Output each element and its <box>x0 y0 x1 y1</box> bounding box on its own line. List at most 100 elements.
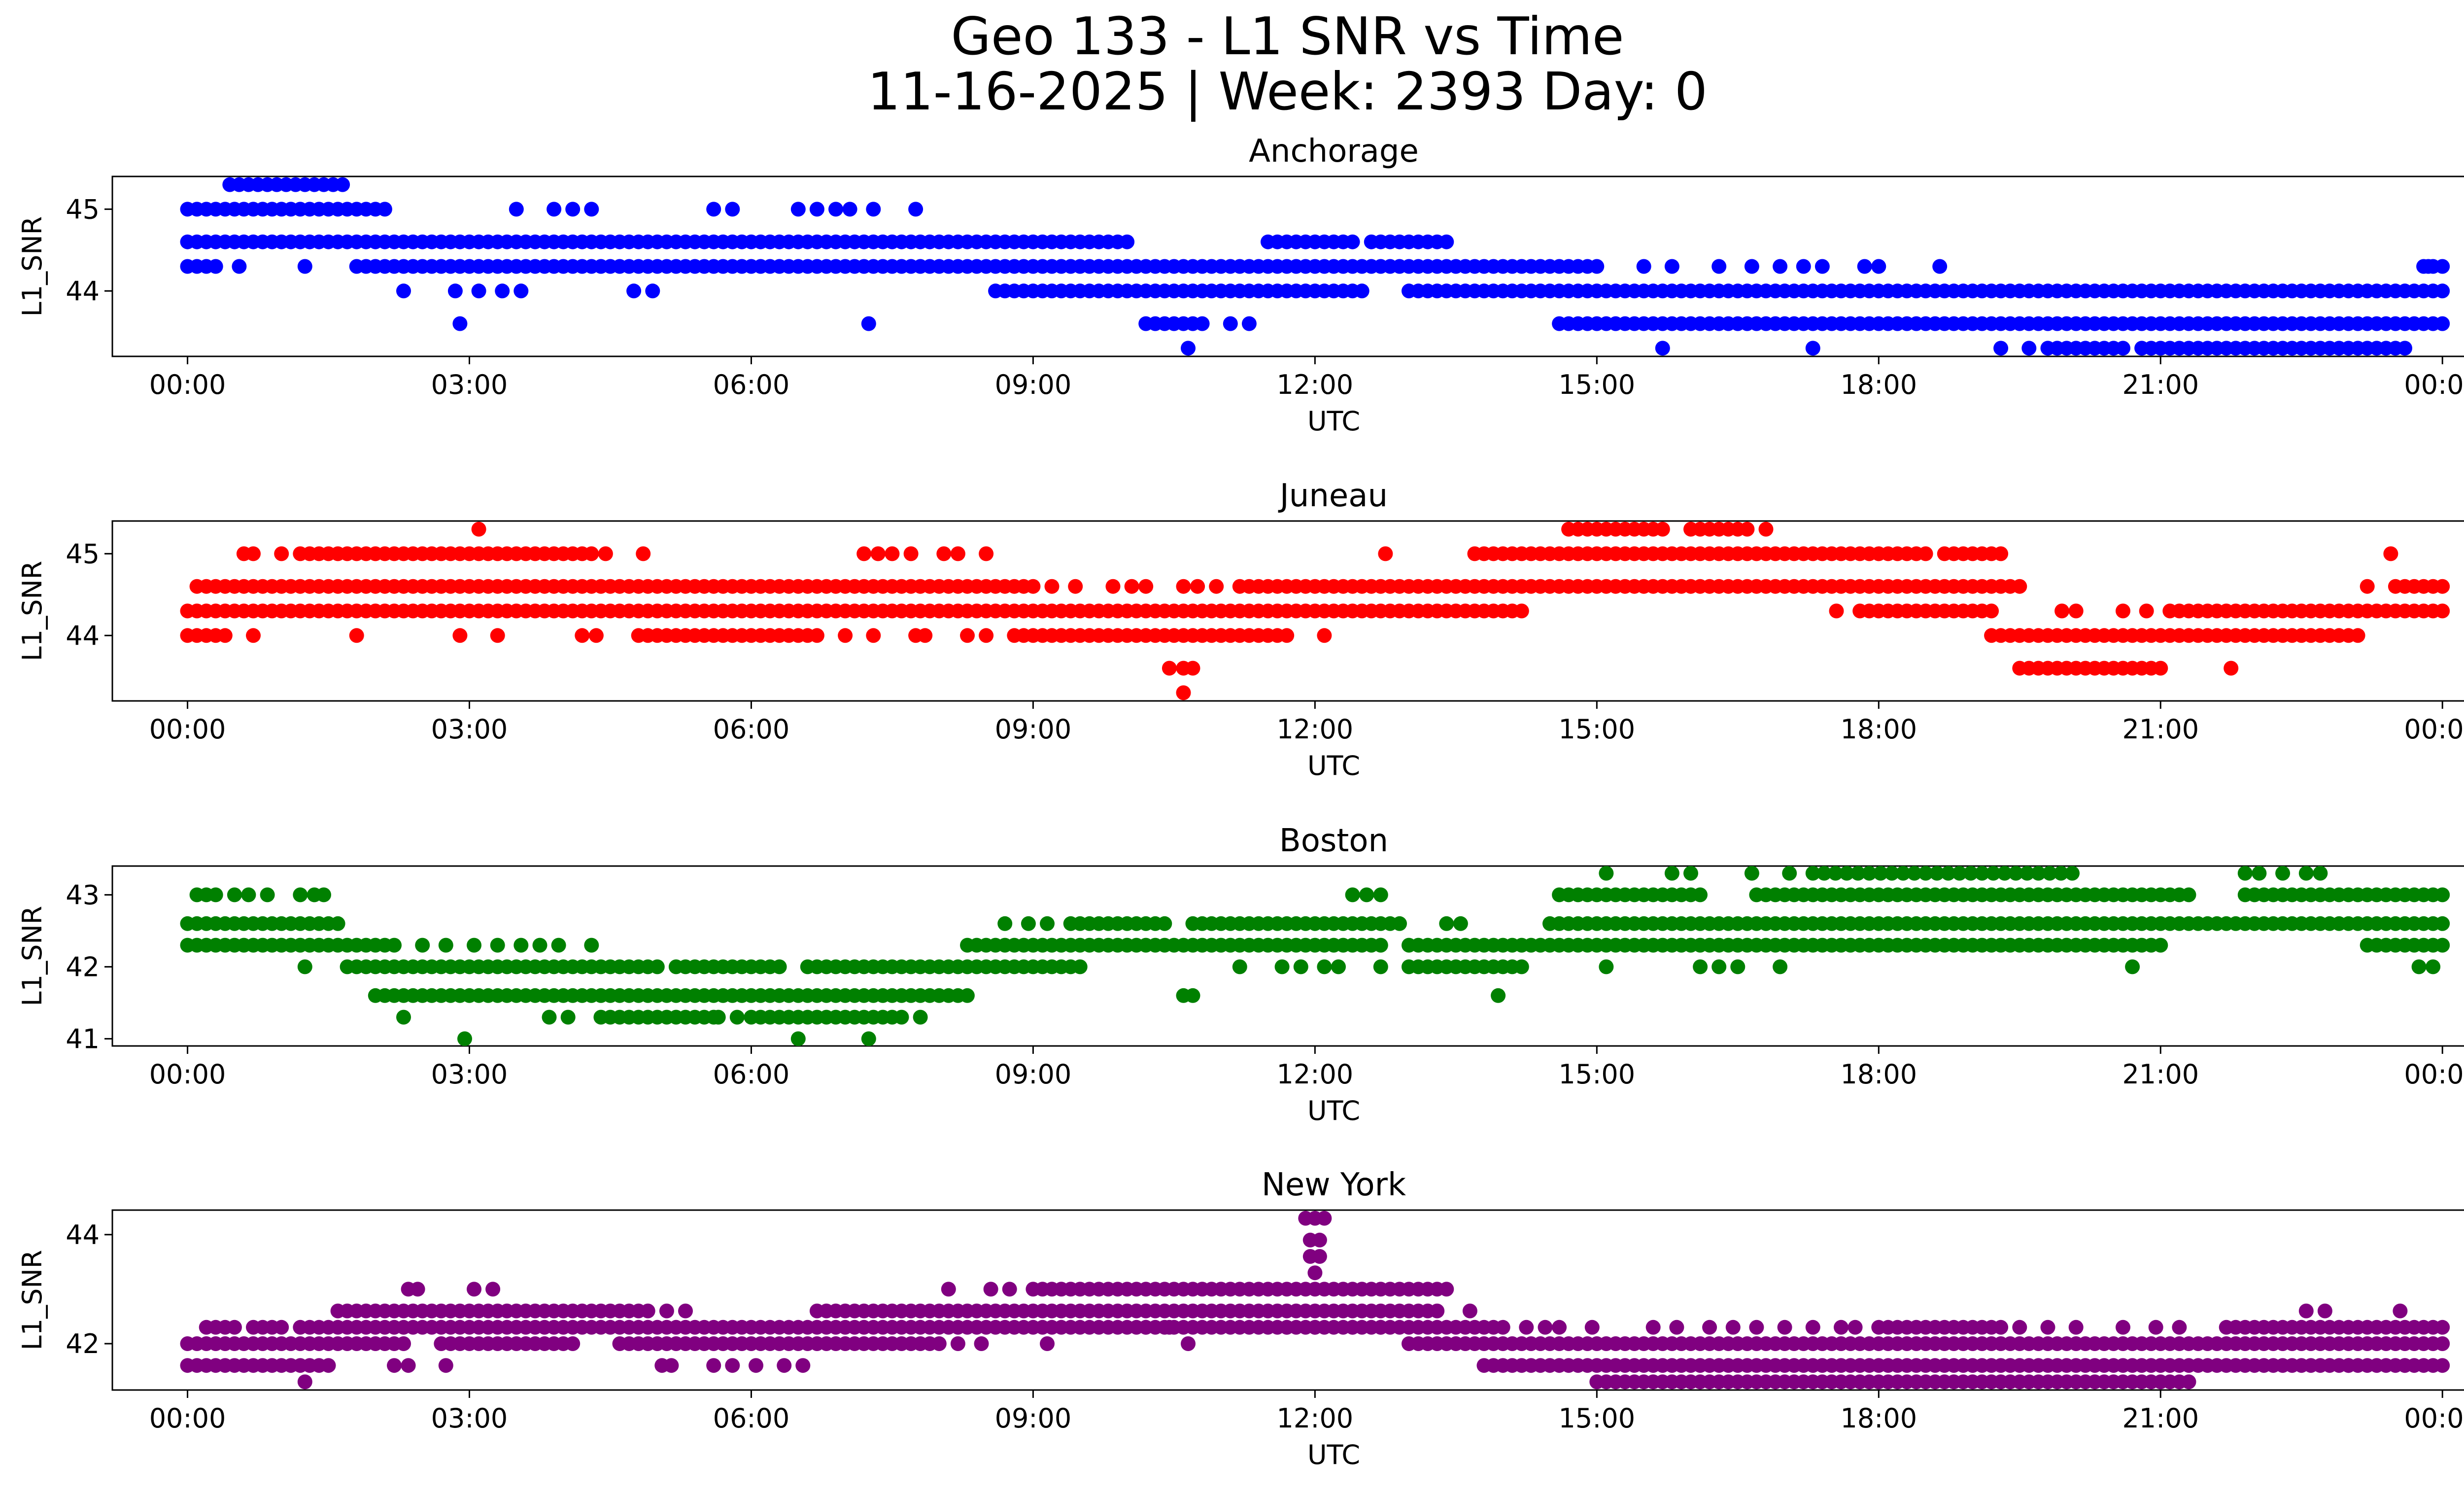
data-point <box>1345 1320 1360 1335</box>
data-point <box>1176 685 1191 700</box>
data-point <box>2065 866 2080 881</box>
x-tick-label: 15:00 <box>1559 1403 1636 1434</box>
data-point <box>1514 959 1529 974</box>
data-point <box>706 1358 721 1373</box>
data-point <box>861 1031 876 1046</box>
x-tick-label: 15:00 <box>1559 714 1636 745</box>
data-point <box>2393 1303 2408 1319</box>
data-point <box>1984 603 1999 619</box>
data-point <box>979 546 994 561</box>
x-tick-label: 15:00 <box>1559 1059 1636 1090</box>
data-point <box>2125 959 2140 974</box>
x-tick-label: 00:00 <box>149 1059 226 1090</box>
y-axis-label: L1_SNR <box>17 906 48 1007</box>
x-tick-label: 00:00 <box>2404 1403 2464 1434</box>
data-point <box>274 546 289 561</box>
data-point <box>452 628 468 643</box>
x-tick-label: 00:00 <box>2404 714 2464 745</box>
data-point <box>1985 866 2001 881</box>
x-tick-label: 09:00 <box>995 1403 1072 1434</box>
data-point <box>1848 1320 1863 1335</box>
data-point <box>490 938 505 953</box>
data-point <box>1181 341 1196 356</box>
data-point <box>1514 603 1529 619</box>
data-point <box>396 1336 411 1351</box>
data-point <box>1373 887 1388 903</box>
data-point <box>297 259 312 274</box>
data-point <box>1918 866 1933 881</box>
data-point <box>725 202 740 217</box>
data-point <box>532 938 548 953</box>
data-point <box>293 887 308 903</box>
data-point <box>575 628 590 643</box>
data-point <box>979 628 994 643</box>
data-point <box>1828 866 1843 881</box>
data-point <box>1655 341 1670 356</box>
x-tick-label: 00:00 <box>149 1403 226 1434</box>
data-point <box>983 1282 998 1297</box>
data-point <box>1711 259 1727 274</box>
x-tick-label: 00:00 <box>149 714 226 745</box>
data-point <box>246 628 261 643</box>
data-point <box>1538 1320 1553 1335</box>
data-point <box>894 1009 909 1025</box>
x-tick-label: 03:00 <box>431 369 508 400</box>
data-point <box>467 938 481 953</box>
x-tick-label: 09:00 <box>995 714 1072 745</box>
data-point <box>650 959 665 974</box>
data-point <box>838 628 853 643</box>
data-point <box>513 283 529 299</box>
y-tick-label: 42 <box>66 1328 100 1359</box>
plot-area-frame <box>111 175 2464 357</box>
data-point <box>960 628 975 643</box>
x-tick-label: 12:00 <box>1277 369 1354 400</box>
data-point <box>1773 959 1788 974</box>
data-point <box>565 1336 581 1351</box>
data-point <box>1439 234 1454 249</box>
data-point <box>1453 916 1468 931</box>
panel-boston: Boston 00:00 03:00 06:00 09:00 12:00 15:00 18:0… <box>17 823 2464 1126</box>
data-point <box>2116 1320 2130 1335</box>
data-point <box>809 202 824 217</box>
data-point <box>1816 866 1832 881</box>
data-point <box>1274 959 1290 974</box>
data-point <box>2019 866 2035 881</box>
data-point <box>659 1303 674 1319</box>
data-point <box>2042 866 2057 881</box>
y-tick-label: 41 <box>66 1023 100 1054</box>
x-tick-label: 15:00 <box>1559 369 1636 400</box>
data-point <box>2435 1336 2450 1351</box>
data-point <box>1693 887 1708 903</box>
data-point <box>1777 1320 1792 1335</box>
data-point <box>1993 546 2009 561</box>
data-point <box>2172 1320 2187 1335</box>
data-point <box>959 988 975 1003</box>
x-tick-label: 00:00 <box>149 369 226 400</box>
data-point <box>1185 661 1200 676</box>
data-point <box>1072 959 1088 974</box>
data-point <box>2237 866 2253 881</box>
data-point <box>2435 283 2450 299</box>
data-point <box>1702 1320 1717 1335</box>
data-point <box>584 546 599 561</box>
data-point <box>1782 866 1797 881</box>
data-point <box>1873 866 1888 881</box>
data-point <box>1669 1320 1684 1335</box>
data-point <box>1834 1320 1848 1335</box>
data-point <box>330 916 345 931</box>
data-point <box>551 938 566 953</box>
data-point <box>2435 316 2450 331</box>
x-tick-label: 00:00 <box>2404 1059 2464 1090</box>
data-point <box>1068 579 1083 594</box>
data-point <box>706 202 721 217</box>
data-point <box>227 1320 242 1335</box>
data-point <box>664 1358 679 1373</box>
x-axis-label: UTC <box>1307 1095 1360 1126</box>
panel-title: Anchorage <box>1249 133 1419 170</box>
data-point <box>1884 866 1899 881</box>
data-point <box>1317 959 1332 974</box>
data-point <box>335 177 350 192</box>
data-point <box>2435 603 2450 619</box>
x-tick-label: 18:00 <box>1840 369 1917 400</box>
x-axis-label: UTC <box>1307 406 1360 437</box>
